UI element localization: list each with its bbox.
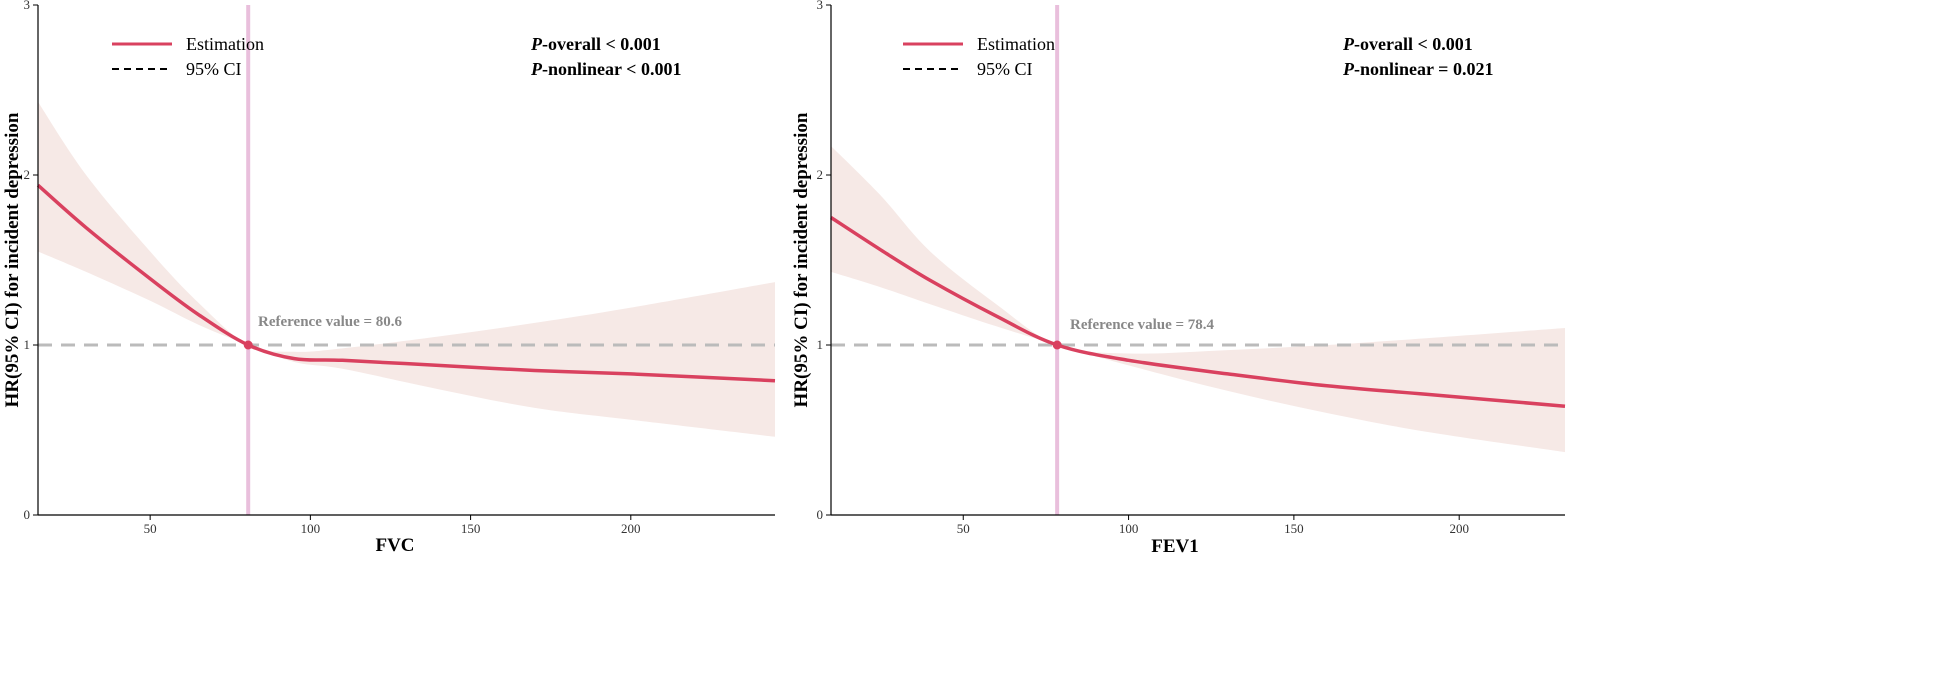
y-tick-label: 2 <box>817 167 824 182</box>
y-tick-1: 1 <box>24 337 38 352</box>
y-tick-0: 0 <box>24 507 38 522</box>
y-tick-2: 2 <box>24 167 38 182</box>
y-tick-label: 3 <box>24 0 31 12</box>
x-tick-50: 50 <box>144 515 157 536</box>
y-tick-label: 1 <box>817 337 824 352</box>
y-tick-label: 0 <box>817 507 824 522</box>
y-tick-3: 3 <box>817 0 831 12</box>
legend-estimation-label: Estimation <box>977 34 1055 54</box>
y-axis-title: HR(95% CI) for incident depression <box>2 112 23 407</box>
y-tick-label: 1 <box>24 337 31 352</box>
reference-point <box>1052 340 1062 350</box>
x-axis-title: FEV1 <box>1151 536 1199 557</box>
x-tick-label: 50 <box>144 521 157 536</box>
x-tick-label: 150 <box>1284 521 1304 536</box>
legend-ci-label: 95% CI <box>977 59 1033 79</box>
reference-point <box>243 340 253 350</box>
estimation-line <box>36 183 776 383</box>
reference-value-label: Reference value = 80.6 <box>258 314 403 330</box>
x-tick-label: 50 <box>957 521 970 536</box>
legend: Estimation 95% CI <box>903 34 1055 79</box>
y-tick-label: 3 <box>817 0 824 12</box>
x-tick-100: 100 <box>1119 515 1139 536</box>
legend: Estimation 95% CI <box>112 34 264 79</box>
p-nonlinear-annotation: P-nonlinear = 0.021 <box>1342 59 1493 79</box>
p-overall-annotation: P-overall < 0.001 <box>1342 34 1473 54</box>
x-tick-label: 200 <box>1449 521 1469 536</box>
ci-band <box>831 146 1565 453</box>
y-tick-label: 2 <box>24 167 31 182</box>
ci-band <box>38 101 775 437</box>
legend-ci-label: 95% CI <box>186 59 242 79</box>
x-tick-label: 100 <box>301 521 321 536</box>
p-nonlinear-annotation: P-nonlinear < 0.001 <box>530 59 681 79</box>
y-tick-3: 3 <box>24 0 38 12</box>
y-tick-2: 2 <box>817 167 831 182</box>
y-tick-1: 1 <box>817 337 831 352</box>
x-tick-50: 50 <box>957 515 970 536</box>
chart-panel-fvc: 0 1 2 3 50 100 150 200 <box>2 0 776 556</box>
reference-value-label: Reference value = 78.4 <box>1070 317 1215 333</box>
x-tick-200: 200 <box>621 515 641 536</box>
x-tick-label: 150 <box>461 521 481 536</box>
x-tick-label: 200 <box>621 521 641 536</box>
legend-estimation-label: Estimation <box>186 34 264 54</box>
estimation-line <box>830 216 1566 408</box>
y-tick-label: 0 <box>24 507 31 522</box>
p-overall-annotation: P-overall < 0.001 <box>530 34 661 54</box>
x-tick-100: 100 <box>301 515 321 536</box>
x-tick-150: 150 <box>461 515 481 536</box>
x-tick-200: 200 <box>1449 515 1469 536</box>
x-axis-title: FVC <box>375 535 414 556</box>
x-tick-150: 150 <box>1284 515 1304 536</box>
y-axis-title: HR(95% CI) for incident depression <box>791 112 812 407</box>
x-tick-label: 100 <box>1119 521 1139 536</box>
chart-panel-fev1: 0 1 2 3 50 100 150 200 FEV1 <box>791 0 1566 557</box>
y-tick-0: 0 <box>817 507 831 522</box>
